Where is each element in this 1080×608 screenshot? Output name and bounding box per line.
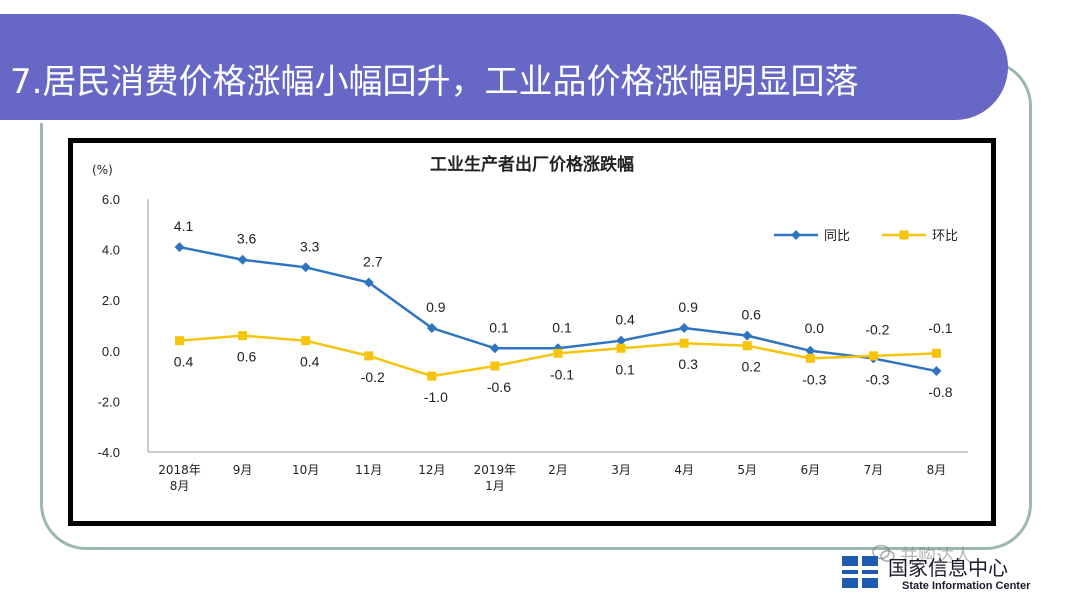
mom-data-label: -0.6 bbox=[487, 379, 511, 395]
yoy-data-label: 0.0 bbox=[805, 320, 825, 336]
y-tick-label: -2.0 bbox=[98, 394, 120, 409]
x-tick-label: 5月 bbox=[737, 463, 757, 477]
mom-data-label: -1.0 bbox=[424, 389, 448, 405]
mom-point bbox=[427, 371, 437, 381]
x-tick-label: 10月 bbox=[292, 463, 319, 477]
y-tick-label: 6.0 bbox=[102, 192, 120, 207]
yoy-data-label: -0.3 bbox=[865, 371, 889, 387]
yoy-point bbox=[300, 262, 311, 273]
y-tick-label: 0.0 bbox=[102, 344, 120, 359]
x-tick-label: 1月 bbox=[485, 479, 505, 493]
yoy-data-label: 0.1 bbox=[552, 319, 572, 335]
mom-data-label: -0.2 bbox=[865, 321, 889, 337]
yoy-point bbox=[616, 335, 627, 346]
legend-label-mom: 环比 bbox=[932, 229, 958, 244]
yoy-data-label: 0.6 bbox=[741, 307, 761, 323]
mom-point bbox=[553, 348, 563, 358]
title-banner: 7.居民消费价格涨幅小幅回升，工业品价格涨幅明显回落 bbox=[0, 14, 1008, 123]
mom-point bbox=[679, 338, 689, 348]
mom-point bbox=[868, 351, 878, 361]
mom-data-label: -0.1 bbox=[550, 366, 574, 382]
y-axis-unit: (%) bbox=[92, 163, 113, 177]
state-information-center-logo bbox=[842, 556, 878, 588]
mom-data-label: 0.4 bbox=[300, 354, 320, 370]
x-tick-label: 2019年 bbox=[474, 463, 517, 477]
slide-title: 7.居民消费价格涨幅小幅回升，工业品价格涨幅明显回落 bbox=[10, 62, 859, 102]
x-tick-label: 4月 bbox=[674, 463, 694, 477]
mom-point bbox=[616, 343, 626, 353]
yoy-point bbox=[805, 345, 816, 356]
mom-point bbox=[301, 336, 311, 346]
x-tick-label: 11月 bbox=[355, 463, 382, 477]
x-tick-label: 12月 bbox=[418, 463, 445, 477]
mom-point bbox=[805, 353, 815, 363]
mom-data-label: 0.1 bbox=[615, 361, 635, 377]
title-underline bbox=[0, 120, 980, 123]
ppi-line-chart: 工业生产者出厂价格涨跌幅 (%) 6.0 4.0 2.0 0.0 -2.0 -4.0 2018年… bbox=[92, 154, 968, 493]
yoy-data-label: 0.9 bbox=[678, 299, 698, 315]
mom-point bbox=[931, 348, 941, 358]
mom-data-label: -0.2 bbox=[361, 369, 385, 385]
yoy-point bbox=[489, 343, 500, 354]
y-tick-label: 4.0 bbox=[102, 243, 120, 258]
y-tick-label: 2.0 bbox=[102, 293, 120, 308]
yoy-point bbox=[742, 330, 753, 341]
x-tick-label: 9月 bbox=[233, 463, 253, 477]
yoy-point bbox=[426, 323, 437, 334]
wechat-icon bbox=[872, 543, 896, 565]
watermark-text: 并购达人 bbox=[900, 546, 972, 567]
mom-point bbox=[490, 361, 500, 371]
mom-data-label: 0.3 bbox=[678, 356, 698, 372]
yoy-data-label: 3.3 bbox=[300, 238, 320, 254]
x-tick-label: 8月 bbox=[927, 463, 947, 477]
yoy-data-label: 0.1 bbox=[489, 319, 509, 335]
chart-frame bbox=[68, 138, 996, 526]
x-tick-label: 6月 bbox=[800, 463, 820, 477]
yoy-point bbox=[553, 343, 563, 354]
yoy-point bbox=[363, 277, 374, 288]
legend-marker-yoy bbox=[791, 230, 801, 240]
yoy-point bbox=[679, 323, 690, 334]
footer-org-name: 国家信息中心 bbox=[888, 556, 1008, 580]
mom-point bbox=[238, 331, 248, 341]
x-tick-label: 2月 bbox=[548, 463, 568, 477]
yoy-point bbox=[931, 366, 942, 377]
yoy-data-label: -0.8 bbox=[928, 384, 952, 400]
x-tick-label: 3月 bbox=[611, 463, 631, 477]
footer-org-name-en: State Information Center bbox=[902, 580, 1031, 592]
x-tick-label: 2018年 bbox=[158, 463, 201, 477]
yoy-data-label: 3.6 bbox=[237, 231, 257, 247]
y-tick-label: -4.0 bbox=[98, 445, 120, 460]
legend-marker-mom bbox=[899, 230, 909, 240]
yoy-data-label: 2.7 bbox=[363, 253, 383, 269]
legend-label-yoy: 同比 bbox=[824, 229, 850, 244]
mom-point bbox=[742, 341, 752, 351]
mom-data-label: -0.1 bbox=[928, 320, 952, 336]
mom-point bbox=[175, 336, 185, 346]
mom-data-label: 0.4 bbox=[174, 354, 194, 370]
chart-title: 工业生产者出厂价格涨跌幅 bbox=[430, 154, 634, 175]
x-tick-label: 7月 bbox=[864, 463, 884, 477]
mom-data-label: -0.3 bbox=[802, 371, 826, 387]
mom-point bbox=[364, 351, 374, 361]
mom-data-label: 0.6 bbox=[237, 349, 257, 365]
yoy-data-label: 4.1 bbox=[174, 218, 194, 234]
mom-data-label: 0.2 bbox=[741, 359, 761, 375]
yoy-point bbox=[237, 254, 248, 265]
yoy-data-label: 0.9 bbox=[426, 299, 446, 315]
yoy-point bbox=[174, 242, 185, 253]
x-tick-label: 8月 bbox=[170, 479, 190, 493]
yoy-data-label: 0.4 bbox=[615, 312, 635, 328]
